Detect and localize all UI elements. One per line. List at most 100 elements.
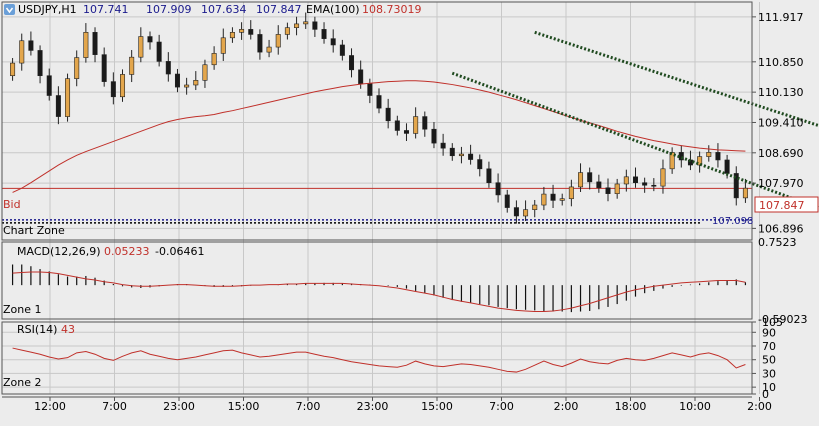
candle — [431, 128, 437, 144]
candle — [367, 83, 373, 96]
candle — [184, 84, 190, 88]
symbol-icon[interactable] — [4, 4, 15, 15]
candle — [37, 50, 43, 77]
time-tick-label: 12:00 — [34, 400, 66, 413]
candle — [120, 74, 126, 98]
candle — [477, 159, 483, 170]
candle — [559, 198, 565, 201]
candle — [568, 186, 574, 200]
candle — [458, 153, 464, 157]
price-tick-label: 106.896 — [758, 222, 804, 235]
candle — [403, 130, 409, 134]
candle — [468, 153, 474, 160]
time-tick-label: 23:00 — [163, 400, 195, 413]
candle — [614, 183, 620, 194]
candle — [651, 184, 657, 187]
candle — [174, 73, 180, 88]
price-pane-frame — [1, 1, 753, 241]
candle — [339, 44, 345, 56]
macd-title: MACD(12,26,9) — [17, 245, 101, 258]
rsi-line — [12, 347, 746, 373]
price-tick-label: 110.130 — [758, 86, 804, 99]
candle — [605, 187, 611, 194]
channel-line — [451, 71, 819, 210]
candle — [413, 116, 419, 134]
rsi-title: RSI(14) — [17, 323, 57, 336]
symbol-label: USDJPY,H1 — [18, 3, 77, 16]
candle — [513, 207, 519, 217]
candle — [632, 176, 638, 184]
macd-pane — [11, 264, 747, 313]
time-tick-label: 2:00 — [747, 400, 772, 413]
price-tick-label: 110.850 — [758, 56, 804, 69]
time-tick-label: 23:00 — [357, 400, 389, 413]
ema-label: EMA(100) — [306, 3, 360, 16]
rsi-pane — [12, 347, 746, 373]
time-tick-label: 7:00 — [489, 400, 514, 413]
candle — [724, 159, 730, 174]
candle — [303, 21, 309, 25]
candle — [376, 95, 382, 109]
macd-tick-label: -0.59023 — [758, 313, 807, 326]
candle — [587, 172, 593, 183]
candle — [642, 182, 648, 186]
price-tick-label: 111.917 — [758, 11, 804, 24]
candle — [660, 168, 666, 187]
candle — [504, 194, 510, 208]
candle — [422, 116, 428, 130]
macd-zone-label: Zone 1 — [3, 303, 42, 316]
time-tick-label: 10:00 — [679, 400, 711, 413]
price-tick-label: 107.970 — [758, 177, 804, 190]
rsi-tick-label: 50 — [762, 354, 776, 367]
candle — [733, 173, 739, 199]
candle — [486, 168, 492, 184]
time-tick-label: 7:00 — [296, 400, 321, 413]
candle — [532, 204, 538, 210]
candle — [697, 156, 703, 166]
rsi-pane-frame — [1, 321, 753, 395]
candle — [248, 29, 254, 35]
candle — [578, 172, 584, 188]
candle — [165, 61, 171, 75]
low-value: 107.634 — [201, 3, 247, 16]
candle — [596, 181, 602, 189]
candle — [440, 142, 446, 149]
candle — [46, 75, 52, 96]
high-value: 107.909 — [146, 3, 192, 16]
candle — [449, 147, 455, 157]
rsi-tick-label: 0 — [762, 388, 769, 401]
candle — [623, 176, 629, 185]
candle — [330, 38, 336, 46]
candle — [266, 46, 272, 53]
candle — [147, 36, 153, 43]
open-value: 107.741 — [83, 3, 129, 16]
candle — [523, 209, 529, 217]
candle — [358, 69, 364, 85]
candle — [19, 40, 25, 64]
support-level-label: 107.098 — [712, 216, 753, 227]
candle — [669, 152, 675, 170]
rsi-zone-label: Zone 2 — [3, 376, 42, 389]
chevron-down-icon — [5, 7, 14, 14]
candle — [211, 53, 217, 66]
ema-line — [12, 80, 746, 193]
macd-tick-label: 0.7523 — [758, 236, 797, 249]
candle — [550, 193, 556, 201]
candle — [83, 32, 89, 58]
time-tick-label: 15:00 — [228, 400, 260, 413]
close-value: 107.847 — [256, 3, 302, 16]
price-tick-label: 109.410 — [758, 116, 804, 129]
macd-value-1: 0.05233 — [104, 245, 150, 258]
candle — [193, 80, 199, 86]
candle — [138, 36, 144, 58]
chart-zone-label: Chart Zone — [3, 224, 65, 237]
candle — [65, 78, 71, 117]
candle — [110, 81, 116, 98]
axes: 111.917 110.850 110.130 109.410 108.690 107.9… — [34, 11, 807, 413]
rsi-tick-label: 70 — [762, 340, 776, 353]
candle — [129, 56, 135, 75]
candle — [706, 152, 712, 157]
candle — [385, 107, 391, 122]
price-tick-label: 108.690 — [758, 147, 804, 160]
bid-price-value: 107.847 — [759, 199, 805, 212]
